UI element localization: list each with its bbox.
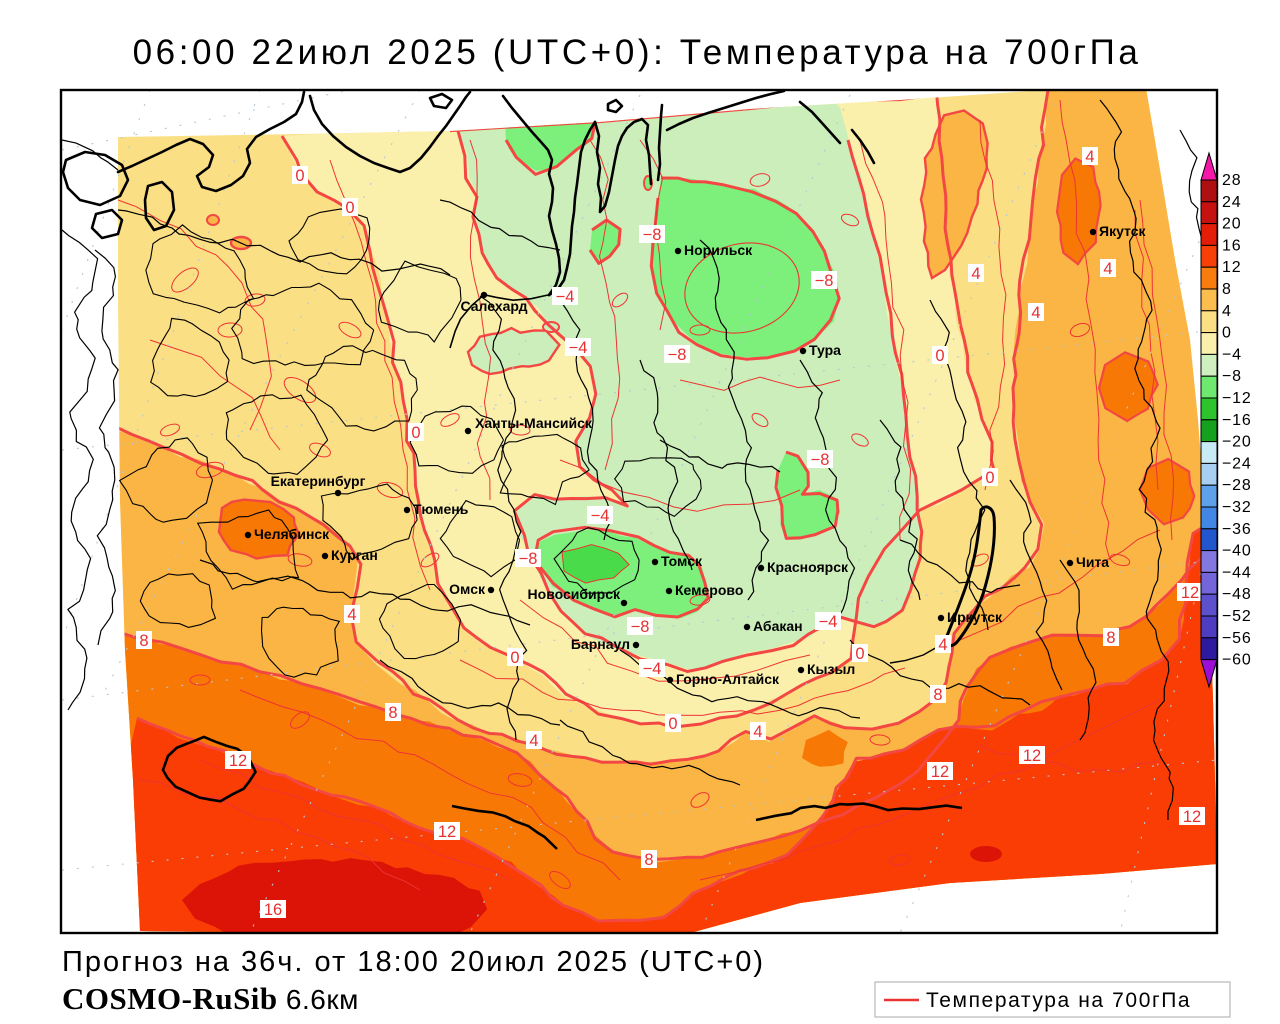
svg-text:−4: −4 [569, 339, 588, 357]
svg-text:4: 4 [1222, 303, 1232, 320]
svg-text:COSMO-RuSib 6.6км: COSMO-RuSib 6.6км [62, 981, 359, 1016]
svg-text:Тюмень: Тюмень [413, 501, 469, 517]
svg-text:12: 12 [1023, 747, 1041, 765]
svg-text:Челябинск: Челябинск [254, 526, 330, 542]
svg-text:12: 12 [438, 823, 456, 841]
svg-text:0: 0 [935, 347, 944, 365]
svg-text:4: 4 [1103, 260, 1112, 278]
svg-text:0: 0 [345, 199, 354, 217]
svg-text:−4: −4 [1222, 346, 1242, 363]
svg-text:−8: −8 [519, 550, 538, 568]
svg-text:12: 12 [1222, 259, 1241, 276]
svg-text:Горно-Алтайск: Горно-Алтайск [676, 671, 780, 687]
svg-text:12: 12 [931, 763, 949, 781]
svg-text:4: 4 [1031, 304, 1040, 322]
svg-text:−48: −48 [1222, 586, 1252, 603]
svg-text:−20: −20 [1222, 434, 1252, 451]
svg-text:−16: −16 [1222, 412, 1252, 429]
svg-text:Томск: Томск [661, 553, 703, 569]
svg-text:Омск: Омск [449, 581, 486, 597]
svg-text:−4: −4 [819, 613, 838, 631]
svg-text:8: 8 [388, 704, 397, 722]
svg-text:12: 12 [229, 752, 247, 770]
svg-text:8: 8 [1222, 281, 1232, 298]
svg-text:Салехард: Салехард [460, 298, 527, 314]
svg-text:−60: −60 [1222, 652, 1252, 669]
svg-text:12: 12 [1183, 808, 1201, 826]
svg-text:−36: −36 [1222, 521, 1252, 538]
svg-text:Кемерово: Кемерово [675, 582, 743, 598]
svg-text:Барнаул: Барнаул [571, 636, 630, 652]
svg-text:4: 4 [938, 636, 947, 654]
svg-text:4: 4 [1085, 148, 1094, 166]
svg-text:Тура: Тура [809, 342, 841, 358]
svg-text:−12: −12 [1222, 390, 1252, 407]
svg-text:Курган: Курган [331, 547, 378, 563]
svg-text:12: 12 [1181, 584, 1199, 602]
svg-text:−8: −8 [1222, 368, 1242, 385]
svg-text:0: 0 [1222, 325, 1232, 342]
svg-text:−8: −8 [811, 451, 830, 469]
svg-text:Температура на 700гПа: Температура на 700гПа [926, 989, 1191, 1012]
svg-text:0: 0 [510, 649, 519, 667]
svg-text:−44: −44 [1222, 564, 1252, 581]
svg-text:Ханты-Мансийск: Ханты-Мансийск [475, 415, 593, 431]
svg-text:−32: −32 [1222, 499, 1252, 516]
svg-text:−4: −4 [556, 288, 575, 306]
svg-text:−8: −8 [631, 618, 650, 636]
svg-text:16: 16 [264, 901, 282, 919]
svg-text:−52: −52 [1222, 608, 1252, 625]
svg-text:0: 0 [855, 645, 864, 663]
svg-text:−8: −8 [643, 226, 662, 244]
svg-text:0: 0 [668, 715, 677, 733]
svg-text:−40: −40 [1222, 543, 1252, 560]
svg-text:−24: −24 [1222, 455, 1252, 472]
svg-text:−56: −56 [1222, 630, 1252, 647]
svg-text:Норильск: Норильск [684, 242, 753, 258]
svg-text:−4: −4 [643, 660, 662, 678]
svg-text:4: 4 [971, 265, 980, 283]
svg-text:Новосибирск: Новосибирск [528, 586, 621, 602]
svg-text:−8: −8 [668, 346, 687, 364]
svg-text:0: 0 [985, 469, 994, 487]
svg-text:24: 24 [1222, 194, 1241, 211]
svg-text:0: 0 [411, 424, 420, 442]
svg-text:8: 8 [1106, 629, 1115, 647]
svg-text:Чита: Чита [1076, 554, 1109, 570]
svg-text:−4: −4 [591, 507, 610, 525]
svg-text:Якутск: Якутск [1099, 223, 1146, 239]
svg-text:8: 8 [644, 851, 653, 869]
svg-text:−8: −8 [815, 272, 834, 290]
svg-text:Екатеринбург: Екатеринбург [271, 473, 366, 489]
svg-text:06:00 22июл 2025 (UTC+0): Темп: 06:00 22июл 2025 (UTC+0): Температура на… [133, 33, 1142, 72]
svg-text:Прогноз на 36ч. от 18:00 20июл: Прогноз на 36ч. от 18:00 20июл 2025 (UTC… [62, 946, 765, 978]
svg-text:Иркутск: Иркутск [947, 609, 1003, 625]
svg-text:8: 8 [933, 686, 942, 704]
svg-text:−28: −28 [1222, 477, 1252, 494]
svg-text:4: 4 [753, 723, 762, 741]
svg-text:Абакан: Абакан [753, 618, 803, 634]
svg-text:20: 20 [1222, 216, 1241, 233]
svg-text:28: 28 [1222, 172, 1241, 189]
svg-text:8: 8 [139, 632, 148, 650]
svg-text:Красноярск: Красноярск [767, 559, 849, 575]
svg-text:Кызыл: Кызыл [807, 661, 855, 677]
svg-text:4: 4 [347, 606, 356, 624]
svg-text:4: 4 [529, 732, 538, 750]
svg-text:0: 0 [295, 167, 304, 185]
svg-text:16: 16 [1222, 237, 1241, 254]
